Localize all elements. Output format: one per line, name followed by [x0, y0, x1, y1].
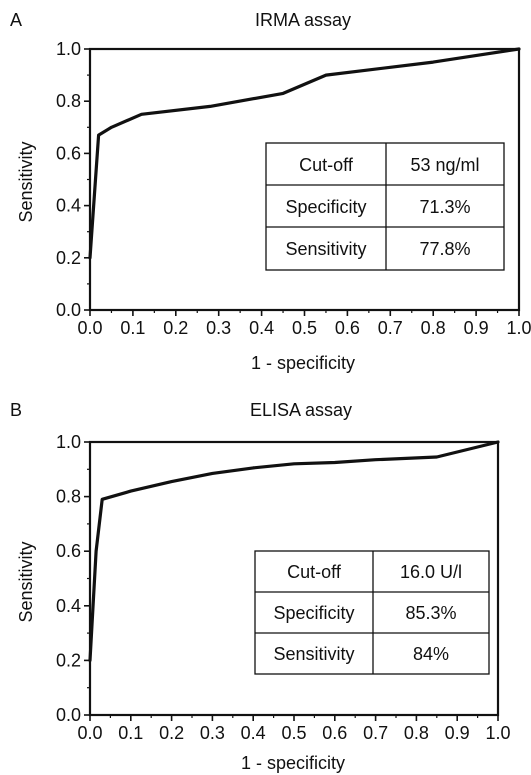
- panel-a: A IRMA assay Sensitivity 1 - specificity…: [10, 10, 531, 373]
- x-tick-label: 0.5: [292, 318, 317, 338]
- x-tick-label: 0.6: [335, 318, 360, 338]
- y-tick-label: 0.2: [56, 248, 81, 268]
- x-axis-label: 1 - specificity: [251, 353, 355, 373]
- table-cell: Cut-off: [299, 155, 354, 175]
- x-tick-label: 1.0: [485, 723, 510, 743]
- roc-curve: [88, 440, 500, 663]
- x-tick-label: 0.1: [118, 723, 143, 743]
- panel-label: A: [10, 10, 22, 30]
- x-tick-label: 0.3: [206, 318, 231, 338]
- table-cell: 84%: [413, 644, 449, 664]
- chart-title: ELISA assay: [250, 400, 352, 420]
- x-tick-label: 0.3: [200, 723, 225, 743]
- y-tick-label: 0.2: [56, 650, 81, 670]
- table-cell: 53 ng/ml: [410, 155, 479, 175]
- x-tick-label: 0.9: [464, 318, 489, 338]
- table-cell: Specificity: [273, 603, 354, 623]
- table-cell: 71.3%: [419, 197, 470, 217]
- y-tick-label: 0.0: [56, 300, 81, 320]
- cutoff-table: Cut-off 53 ng/ml Specificity 71.3% Sensi…: [265, 142, 505, 271]
- table-cell: 16.0 U/l: [400, 562, 462, 582]
- y-tick-label: 1.0: [56, 39, 81, 59]
- x-tick-label: 0.2: [159, 723, 184, 743]
- x-tick-label: 0.1: [120, 318, 145, 338]
- chart-title: IRMA assay: [255, 10, 351, 30]
- y-tick-label: 0.8: [56, 487, 81, 507]
- x-tick-label: 0.7: [378, 318, 403, 338]
- x-tick-label: 0.4: [241, 723, 266, 743]
- panel-b: B ELISA assay Sensitivity 1 - specificit…: [10, 400, 511, 773]
- cutoff-table: Cut-off 16.0 U/l Specificity 85.3% Sensi…: [254, 550, 490, 675]
- y-tick-label: 0.4: [56, 596, 81, 616]
- x-axis-label: 1 - specificity: [241, 753, 345, 773]
- table-frame: [254, 550, 490, 675]
- roc-curve: [88, 47, 521, 260]
- table-cell: Sensitivity: [285, 239, 366, 259]
- x-tick-label: 0.8: [421, 318, 446, 338]
- y-tick-label: 0.4: [56, 196, 81, 216]
- x-tick-label: 0.2: [163, 318, 188, 338]
- x-tick-label: 0.0: [77, 318, 102, 338]
- x-tick-label: 0.4: [249, 318, 274, 338]
- table-cell: 85.3%: [405, 603, 456, 623]
- x-tick-label: 1.0: [506, 318, 531, 338]
- y-axis-label: Sensitivity: [16, 541, 36, 622]
- table-cell: 77.8%: [419, 239, 470, 259]
- table-frame: [265, 142, 505, 271]
- y-tick-label: 0.6: [56, 541, 81, 561]
- x-tick-label: 0.7: [363, 723, 388, 743]
- y-axis-label: Sensitivity: [16, 141, 36, 222]
- table-cell: Sensitivity: [273, 644, 354, 664]
- plot-area: 0.0 0.1 0.2 0.3 0.4 0.5 0.6 0.7 0.8 0.9 1.0 0.0 0.2 0…: [56, 432, 511, 743]
- x-tick-label: 0.8: [404, 723, 429, 743]
- table-cell: Cut-off: [287, 562, 342, 582]
- x-tick-label: 0.6: [322, 723, 347, 743]
- table-cell: Specificity: [285, 197, 366, 217]
- y-tick-label: 1.0: [56, 432, 81, 452]
- x-tick-label: 0.0: [77, 723, 102, 743]
- y-tick-label: 0.0: [56, 705, 81, 725]
- x-tick-label: 0.5: [281, 723, 306, 743]
- x-tick-label: 0.9: [445, 723, 470, 743]
- panel-label: B: [10, 400, 22, 420]
- y-tick-label: 0.6: [56, 143, 81, 163]
- y-tick-label: 0.8: [56, 91, 81, 111]
- plot-area: 0.0 0.1 0.2 0.3 0.4 0.5 0.6 0.7 0.8 0.9 1.0 0.0 0.2 0…: [56, 39, 531, 338]
